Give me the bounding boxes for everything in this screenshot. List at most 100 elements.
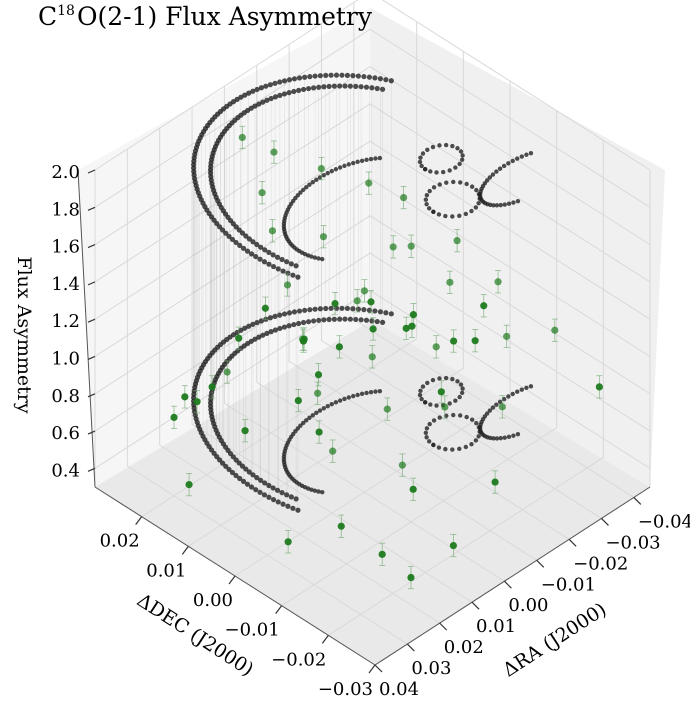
contour-point xyxy=(333,167,339,172)
contour-point xyxy=(246,469,252,475)
contour-point xyxy=(268,329,274,335)
contour-point xyxy=(457,161,462,167)
y-grid-line xyxy=(281,110,558,607)
contour-point xyxy=(321,317,327,323)
contour-point xyxy=(328,305,334,311)
contour-point xyxy=(301,420,306,426)
contour-point xyxy=(515,389,520,394)
contour-point xyxy=(524,385,529,391)
contour-point xyxy=(333,400,339,405)
contour-point xyxy=(377,76,383,82)
title-suffix: O(2-1) Flux Asymmetry xyxy=(77,2,373,31)
y-tick-mark xyxy=(275,605,283,615)
contour-point xyxy=(295,274,301,280)
contour-point xyxy=(302,74,308,80)
contour-point xyxy=(288,494,294,500)
contour-point xyxy=(325,170,330,176)
x-tick-mark xyxy=(374,664,383,673)
contour-point xyxy=(261,259,268,265)
contour-point xyxy=(450,376,455,382)
contour-point xyxy=(443,213,448,219)
contour-point xyxy=(457,446,462,452)
x-tick-mark xyxy=(406,643,415,652)
z-tick-mark xyxy=(87,430,96,435)
z-axis-label: Flux Asymmetry xyxy=(13,256,35,413)
contour-point xyxy=(240,478,247,484)
contour-point xyxy=(506,161,511,166)
contour-point xyxy=(524,152,529,157)
x-axis-edge xyxy=(374,486,651,666)
contour-point xyxy=(355,392,360,398)
contour-point xyxy=(272,327,279,333)
contour-point xyxy=(494,436,500,441)
contour-point xyxy=(312,255,318,260)
contour-point xyxy=(254,319,260,326)
contour-point xyxy=(246,236,252,242)
contour-point xyxy=(339,305,345,311)
contour-point xyxy=(328,72,334,78)
contour-point xyxy=(469,208,474,214)
grid-lines xyxy=(94,0,651,666)
contour-point xyxy=(226,466,232,473)
contour-point xyxy=(423,197,429,202)
contour-point xyxy=(450,447,455,452)
contour-point xyxy=(418,155,423,160)
contour-point xyxy=(286,323,292,329)
x-tick-mark xyxy=(568,538,577,547)
contour-point xyxy=(425,147,430,153)
data-point xyxy=(317,164,325,173)
contour-point xyxy=(277,92,283,98)
contour-point xyxy=(277,325,283,332)
contour-point xyxy=(237,242,243,249)
contour-point xyxy=(325,404,330,409)
contour-point xyxy=(359,158,365,163)
data-point xyxy=(409,485,417,493)
data-point xyxy=(335,343,343,351)
contour-point xyxy=(498,436,503,441)
z-tick-label: 1.8 xyxy=(51,199,80,220)
contour-point xyxy=(337,398,343,403)
data-point xyxy=(446,278,454,286)
contour-point xyxy=(430,377,436,383)
z-tick-mark xyxy=(87,393,96,398)
contour-point xyxy=(497,166,503,171)
contour-point xyxy=(310,179,315,185)
contour-point xyxy=(366,74,373,80)
contour-point xyxy=(455,379,460,384)
contour-point xyxy=(275,266,281,272)
data-point xyxy=(450,337,458,345)
contour-point xyxy=(510,391,515,397)
contour-point xyxy=(424,426,430,431)
y-tick-mark xyxy=(368,664,376,674)
z-tick-label: 1.6 xyxy=(51,237,80,258)
data-point xyxy=(185,481,193,489)
data-point xyxy=(383,405,391,413)
contour-point xyxy=(281,324,288,330)
contour-point xyxy=(233,472,239,479)
contour-point xyxy=(317,306,323,312)
contour-point xyxy=(295,507,301,513)
contour-point xyxy=(510,158,515,164)
contour-point xyxy=(440,169,446,175)
z-tick-mark xyxy=(87,169,96,174)
contour-point xyxy=(266,482,272,489)
contour-point xyxy=(431,185,437,190)
z-tick-mark xyxy=(87,355,96,361)
z-tick-label: 2.0 xyxy=(51,162,80,183)
contour-point xyxy=(296,87,302,93)
data-point xyxy=(241,427,249,435)
contour-point xyxy=(344,305,351,312)
data-point xyxy=(432,343,440,351)
x-tick-label: 0.04 xyxy=(379,679,419,700)
contour-point xyxy=(487,408,493,413)
contour-point xyxy=(484,178,490,183)
data-point xyxy=(284,538,292,546)
contour-point xyxy=(363,84,370,90)
contour-point xyxy=(285,503,291,509)
contour-point xyxy=(337,316,343,322)
contour-point xyxy=(281,78,288,84)
contour-point xyxy=(317,408,323,413)
data-point xyxy=(258,189,266,197)
contour-point xyxy=(272,313,278,319)
